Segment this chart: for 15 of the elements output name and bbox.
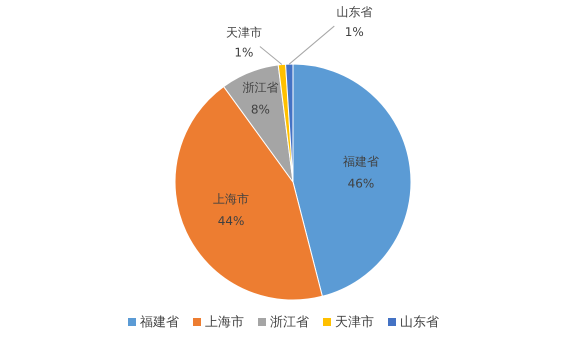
legend-label: 上海市 <box>204 314 244 331</box>
slice-label: 浙江省 <box>242 80 278 95</box>
slice-label: 山东省 <box>336 5 372 20</box>
data-label: 8% <box>250 102 270 117</box>
data-label: 1% <box>234 46 254 60</box>
slice-label: 天津市 <box>226 26 262 40</box>
data-label: 1% <box>344 25 364 40</box>
legend-label: 山东省 <box>399 314 439 331</box>
legend-label: 浙江省 <box>269 314 309 331</box>
data-label: 44% <box>218 214 244 228</box>
data-label: 46% <box>348 176 374 190</box>
slice-label: 福建省 <box>342 154 379 168</box>
legend-label: 天津市 <box>334 314 374 331</box>
slice-label: 上海市 <box>213 192 250 206</box>
legend-label: 福建省 <box>139 314 179 331</box>
